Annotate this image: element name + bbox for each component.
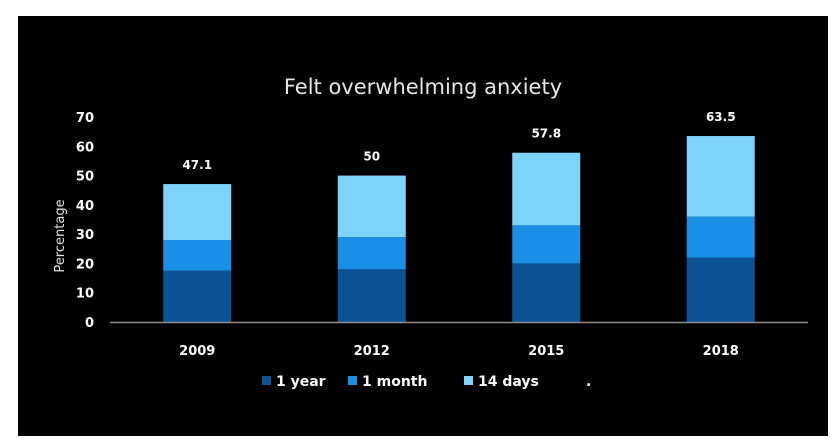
bar-2009-1-month (163, 240, 232, 271)
y-tick-label: 30 (76, 228, 94, 243)
x-tick-label: 2015 (528, 344, 564, 359)
y-tick-label: 20 (76, 257, 94, 272)
legend: 1 year 1 month 14 days. (262, 374, 591, 390)
y-tick-label: 40 (76, 199, 94, 214)
y-axis-ticks: 0 10 20 30 40 50 60 70 (76, 111, 94, 331)
chart-frame: Felt overwhelming anxiety Percentage 0 10… (18, 16, 828, 436)
chart-title: Felt overwhelming anxiety (284, 75, 562, 99)
y-tick-label: 0 (85, 316, 94, 331)
total-data-label: 63.5 (706, 110, 736, 124)
total-data-label: 47.1 (182, 158, 212, 172)
total-data-label: 50 (363, 150, 380, 164)
y-tick-label: 60 (76, 140, 94, 155)
bar-2015-14-days (512, 152, 581, 226)
data-labels: 47.1 50 57.8 63.5 (182, 110, 735, 172)
bar-2018-14-days (686, 136, 755, 217)
y-tick-label: 50 (76, 170, 94, 185)
bar-2012-14-days (337, 175, 406, 238)
x-tick-label: 2018 (703, 344, 739, 359)
y-axis-label: Percentage (53, 199, 68, 272)
legend-trailing-text: . (586, 374, 591, 390)
legend-label: 14 days (478, 374, 539, 390)
x-tick-label: 2012 (354, 344, 390, 359)
legend-label: 1 month (362, 374, 427, 390)
total-data-label: 57.8 (531, 127, 561, 141)
bar-2015-1-year (512, 263, 581, 322)
legend-label: 1 year (276, 374, 326, 390)
bars (163, 136, 755, 322)
y-tick-label: 10 (76, 287, 94, 302)
legend-swatch-1-year (262, 376, 271, 385)
bar-2009-1-year (163, 270, 232, 322)
bar-2018-1-year (686, 257, 755, 322)
bar-2018-1-month (686, 216, 755, 258)
bar-2012-1-year (337, 269, 406, 322)
y-tick-label: 70 (76, 111, 94, 126)
legend-swatch-1-month (348, 376, 357, 385)
stacked-bar-chart: Felt overwhelming anxiety Percentage 0 10… (53, 75, 808, 390)
bar-2015-1-month (512, 225, 581, 264)
legend-swatch-14-days (464, 376, 473, 385)
bar-2012-1-month (337, 237, 406, 270)
x-tick-label: 2009 (179, 344, 215, 359)
bar-2009-14-days (163, 184, 232, 240)
x-axis-ticks: 2009 2012 2015 2018 (179, 344, 739, 359)
